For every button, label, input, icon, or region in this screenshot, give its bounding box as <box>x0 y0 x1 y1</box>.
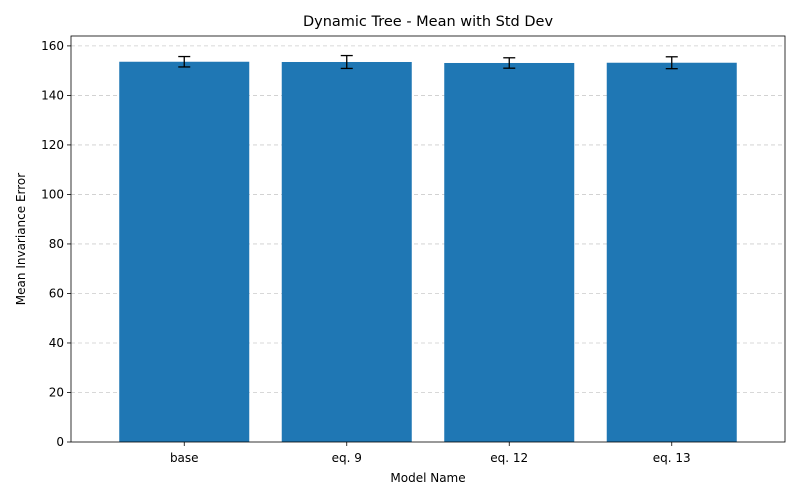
y-tick-label: 0 <box>56 435 64 449</box>
y-ticks: 0 20 40 60 80 100 120 140 160 <box>41 39 71 449</box>
y-tick-label: 140 <box>41 88 64 102</box>
x-tick-label: eq. 13 <box>653 451 691 465</box>
y-tick-label: 160 <box>41 39 64 53</box>
y-tick-label: 20 <box>49 385 64 399</box>
chart-title: Dynamic Tree - Mean with Std Dev <box>303 14 553 30</box>
y-tick-label: 40 <box>49 336 64 350</box>
bar-1 <box>281 61 412 443</box>
error-bars <box>178 54 678 70</box>
y-tick-label: 60 <box>49 286 64 300</box>
y-axis-label: Mean Invariance Error <box>14 173 28 305</box>
bar-2 <box>444 62 575 443</box>
y-tick-label: 120 <box>41 138 64 152</box>
x-axis-label: Model Name <box>390 471 465 485</box>
plot-frame <box>70 35 786 443</box>
bar-3 <box>606 62 737 443</box>
y-tick-label: 100 <box>41 187 64 201</box>
x-tick-label: base <box>170 451 199 465</box>
bar-0 <box>119 61 250 443</box>
x-tick-label: eq. 9 <box>332 451 362 465</box>
x-ticks: base eq. 9 eq. 12 eq. 13 <box>170 442 691 465</box>
bars <box>119 61 737 443</box>
axes <box>70 35 786 443</box>
x-tick-label: eq. 12 <box>490 451 528 465</box>
y-tick-label: 80 <box>49 237 64 251</box>
